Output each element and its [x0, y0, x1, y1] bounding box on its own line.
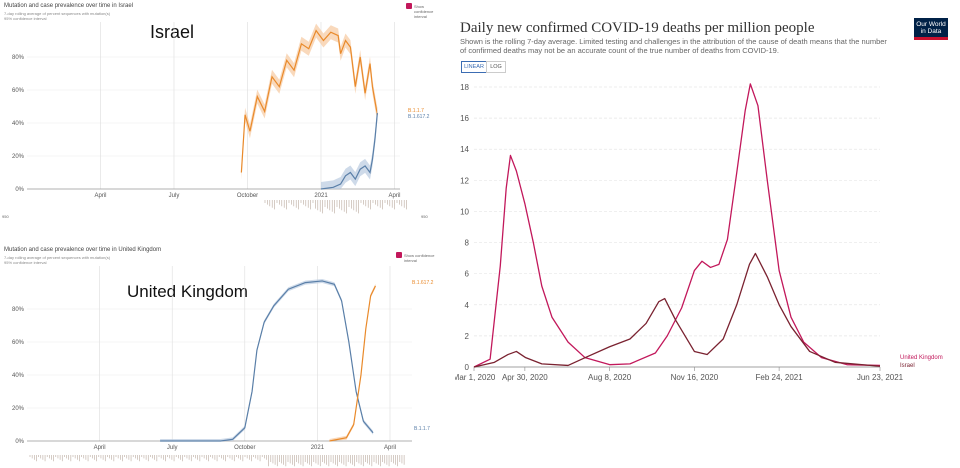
israel-series-line	[320, 113, 378, 190]
israel-xtick-label: April	[94, 193, 106, 199]
owid-ytick-label: 4	[465, 301, 470, 310]
uk-xtick-label: April	[94, 445, 106, 451]
israel-strip-left-label: 950	[2, 214, 9, 219]
owid-ytick-label: 0	[465, 363, 470, 372]
uk-legend-line: 7-day rolling average of percent sequenc…	[4, 255, 111, 260]
uk-series-ci-band	[160, 278, 374, 441]
israel-legend-ci: 95% confidence interval	[4, 16, 47, 21]
uk-ytick-label: 20%	[12, 406, 25, 412]
uk-deaths-line	[473, 83, 881, 368]
uk-xtick-label: 2021	[311, 445, 325, 451]
uk-big-label: United Kingdom	[127, 282, 248, 301]
israel-series-line	[240, 29, 378, 173]
israel-series-label: Israel	[900, 363, 915, 369]
owid-ytick-label: 6	[465, 270, 470, 279]
owid-logo-line2: in Data	[920, 28, 942, 35]
israel-big-label: Israel	[150, 22, 195, 42]
uk-ytick-label: 0%	[15, 439, 24, 445]
israel-xtick-label: July	[169, 193, 180, 199]
israel-deaths-line	[473, 252, 881, 368]
uk-chart-panel: Mutation and case prevalence over time i…	[0, 244, 440, 468]
uk-series-line	[329, 285, 377, 442]
owid-ytick-label: 16	[460, 114, 469, 123]
owid-chart-panel: Daily new confirmed COVID-19 deaths per …	[455, 0, 960, 468]
israel-ytick-label: 60%	[12, 88, 25, 94]
israel-legend-line: 7-day rolling average of percent sequenc…	[4, 11, 111, 16]
owid-ytick-label: 18	[460, 83, 469, 92]
israel-series-ci-band	[321, 106, 378, 189]
israel-ytick-label: 40%	[12, 121, 25, 127]
israel-strip-right-label: 950	[421, 214, 428, 219]
uk-ytick-label: 60%	[12, 340, 25, 346]
owid-xtick-label: Nov 16, 2020	[671, 373, 719, 382]
israel-end-label-alpha: B.1.1.7	[408, 108, 424, 114]
owid-logo-line1: Our World	[916, 21, 946, 28]
owid-ytick-label: 10	[460, 207, 469, 216]
uk-series-label: United Kingdom	[900, 355, 943, 361]
uk-end-label-alpha: B.1.1.7	[414, 426, 430, 432]
owid-xtick-label: Apr 30, 2020	[502, 373, 548, 382]
israel-ci-checkbox-label: Show confidence interval	[414, 4, 434, 19]
israel-chart-panel: Mutation and case prevalence over time i…	[0, 0, 440, 232]
israel-xtick-label: October	[237, 193, 258, 199]
owid-chart-svg: 0 2 4 6 8 10 12 14 16 18 Mar 1, 2020 Apr 30, 2020 Au…	[455, 83, 943, 382]
uk-end-label-delta: B.1.617.2	[412, 280, 434, 286]
uk-ci-checkbox[interactable]	[396, 252, 402, 258]
owid-chart-subtitle: Shown is the rolling 7-day average. Limi…	[460, 37, 887, 55]
linear-scale-button[interactable]: LINEAR	[461, 61, 487, 73]
owid-xtick-label: Mar 1, 2020	[455, 373, 496, 382]
log-scale-button[interactable]: LOG	[486, 61, 506, 73]
uk-xtick-label: April	[384, 445, 396, 451]
owid-xtick-label: Aug 8, 2020	[588, 373, 632, 382]
uk-series-line	[160, 280, 374, 442]
uk-ytick-label: 80%	[12, 307, 25, 313]
uk-xtick-label: July	[167, 445, 178, 451]
owid-ytick-label: 14	[460, 145, 469, 154]
owid-ytick-label: 12	[460, 176, 469, 185]
uk-ci-checkbox-label: Show confidence interval	[404, 253, 435, 263]
owid-chart-title: Daily new confirmed COVID-19 deaths per …	[460, 20, 815, 36]
israel-chart-title: Mutation and case prevalence over time i…	[4, 3, 134, 9]
uk-ytick-label: 40%	[12, 373, 25, 379]
israel-end-label-delta: B.1.617.2	[408, 114, 430, 120]
israel-ytick-label: 20%	[12, 154, 25, 160]
israel-xtick-label: 2021	[314, 193, 328, 199]
israel-chart-svg: 0% 20% 40% 60% 80% April July October 2021 April	[12, 22, 407, 214]
uk-chart-svg: 0% 20% 40% 60% 80% April July October 2021 April	[12, 266, 412, 467]
owid-logo[interactable]: Our World in Data	[914, 18, 948, 40]
israel-xtick-label: April	[388, 193, 400, 199]
owid-ytick-label: 8	[465, 239, 470, 248]
israel-ytick-label: 0%	[15, 187, 24, 193]
uk-xtick-label: October	[234, 445, 255, 451]
israel-ytick-label: 80%	[12, 55, 25, 61]
uk-legend-ci: 95% confidence interval	[4, 260, 47, 265]
israel-ci-checkbox[interactable]	[406, 3, 412, 9]
uk-chart-title: Mutation and case prevalence over time i…	[4, 247, 162, 253]
owid-xtick-label: Feb 24, 2021	[756, 373, 804, 382]
owid-ytick-label: 2	[465, 332, 470, 341]
owid-xtick-label: Jun 23, 2021	[857, 373, 904, 382]
